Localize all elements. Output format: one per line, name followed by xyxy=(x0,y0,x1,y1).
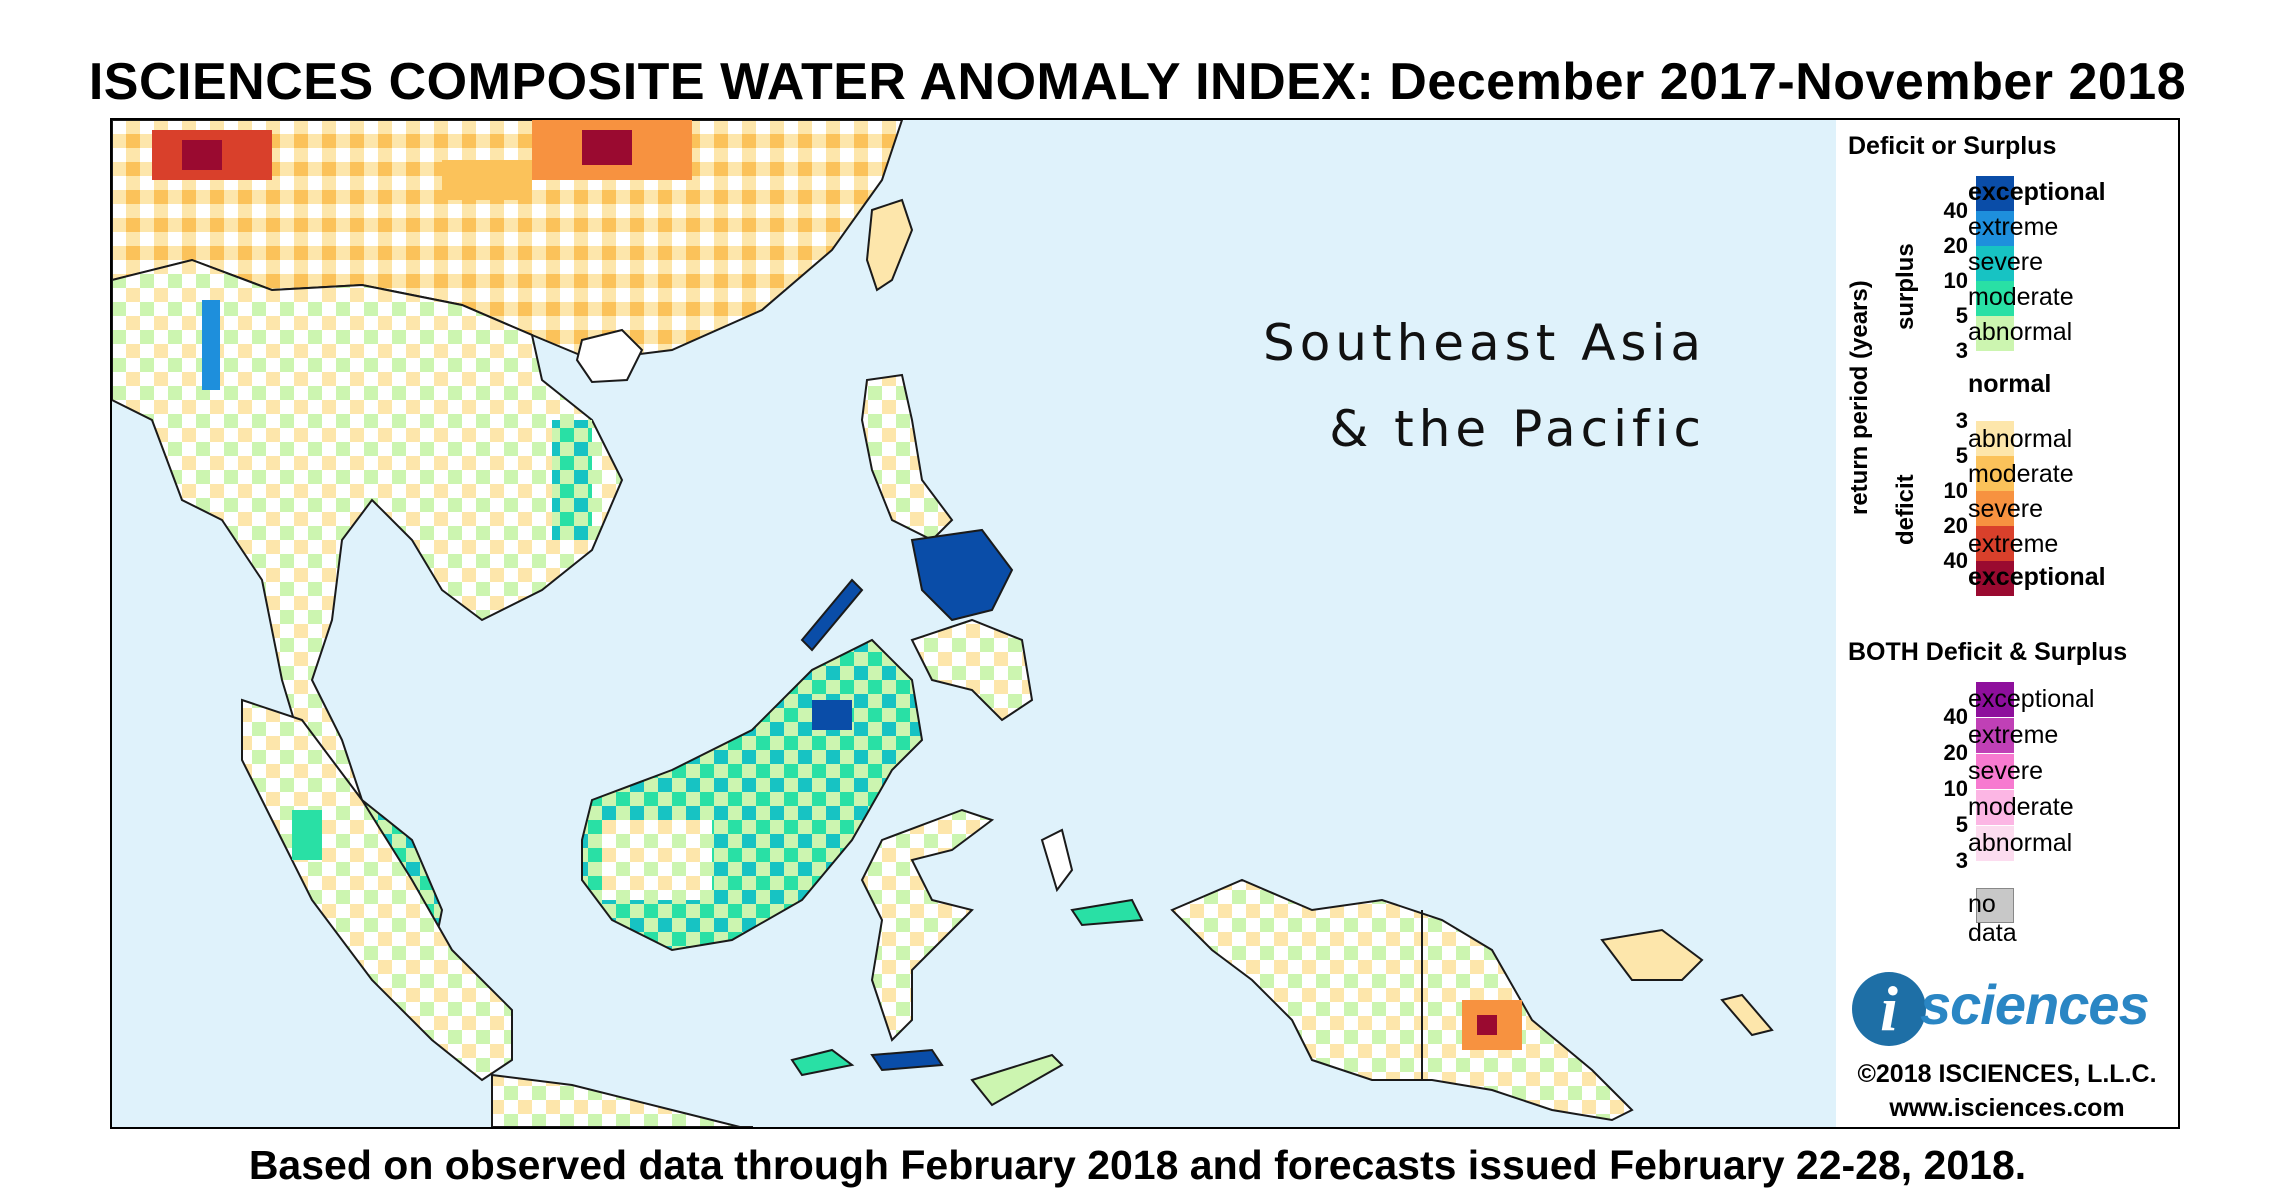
legend-swatch-no-data xyxy=(1976,888,2014,923)
legend-label-normal: normal xyxy=(1968,370,2052,398)
footer-note: Based on observed data through February … xyxy=(248,1142,2027,1188)
legend-label-deficit-abnormal: abnormal xyxy=(1968,425,2073,453)
legend-label-surplus-abnormal: abnormal xyxy=(1968,318,2073,346)
region-label-line1: Southeast Asia xyxy=(1262,314,1706,372)
hainan-island xyxy=(575,328,644,384)
legend-swatch-surplus-severe xyxy=(1976,246,2014,281)
sunda-island-2 xyxy=(870,1048,944,1072)
legend-tick-surplus-5: 5 xyxy=(1955,303,1968,328)
sumatra-surplus xyxy=(292,810,322,860)
legend-tick-both-10: 10 xyxy=(1943,776,1968,801)
moluccas-island-2 xyxy=(1040,828,1074,893)
legend-tick-deficit-40: 40 xyxy=(1943,548,1968,573)
legend-tick-deficit-20: 20 xyxy=(1943,513,1968,538)
legend-swatch-both-moderate xyxy=(1976,790,2014,825)
copyright-text: ©2018 ISCIENCES, L.L.C. xyxy=(1857,1060,2157,1088)
legend-tick-both-5: 5 xyxy=(1955,812,1968,837)
sumatra-island xyxy=(241,698,513,1082)
legend-label-surplus-extreme: extreme xyxy=(1968,213,2059,241)
legend-swatch-both-severe xyxy=(1976,754,2014,789)
legend-tick-deficit-5: 5 xyxy=(1955,443,1968,468)
legend-label-deficit-severe: severe xyxy=(1968,495,2044,523)
legend-deficit-label: deficit xyxy=(1892,474,1919,545)
visayas-islands xyxy=(910,528,1014,622)
map-svg xyxy=(112,120,1774,1127)
isciences-logo-text: sciences xyxy=(1920,973,2150,1036)
legend-label-surplus-moderate: moderate xyxy=(1968,283,2074,311)
legend-label-deficit-exceptional: exceptional xyxy=(1968,563,2106,591)
legend-both-title: BOTH Deficit & Surplus xyxy=(1848,638,2128,666)
legend-tick-surplus-10: 10 xyxy=(1943,268,1968,293)
legend-label-deficit-extreme: extreme xyxy=(1968,530,2059,558)
china-severe-patch xyxy=(442,160,532,200)
new-guinea-island xyxy=(1170,878,1634,1122)
legend-label-both-moderate: moderate xyxy=(1968,793,2074,821)
legend-swatch-normal xyxy=(1976,351,2014,421)
china-hotspot-east-core xyxy=(582,130,632,165)
legend-tick-surplus-3: 3 xyxy=(1955,338,1968,363)
legend-swatch-deficit-exceptional xyxy=(1976,561,2014,596)
indochina-land xyxy=(112,258,624,843)
mindanao-island xyxy=(910,618,1034,722)
sulawesi-island xyxy=(860,808,995,1042)
png-deficit-core xyxy=(1477,1015,1497,1035)
legend-label-deficit-moderate: moderate xyxy=(1968,460,2074,488)
legend-axis-label: return period (years) xyxy=(1846,280,1873,515)
legend-swatch-both-exceptional xyxy=(1976,682,2014,717)
legend-label-surplus-severe: severe xyxy=(1968,248,2044,276)
sunda-island-1 xyxy=(790,1048,855,1077)
legend-swatch-deficit-abnormal xyxy=(1976,421,2014,456)
legend-label-both-abnormal: abnormal xyxy=(1968,829,2073,857)
isciences-logo-icon: i xyxy=(1852,972,1926,1046)
vietnam-coast-surplus xyxy=(552,420,592,540)
sunda-island-3 xyxy=(970,1053,1064,1107)
palawan-island xyxy=(800,578,864,652)
legend-swatch-surplus-moderate xyxy=(1976,281,2014,316)
bismarck-islands xyxy=(1600,928,1704,981)
legend-swatch-deficit-severe xyxy=(1976,491,2014,526)
region-label-line2: & the Pacific xyxy=(1329,400,1706,458)
java-island xyxy=(491,1073,753,1127)
borneo-north-exceptional xyxy=(812,700,852,730)
legend-surplus-label: surplus xyxy=(1892,243,1919,330)
map-frame: Southeast Asia & the Pacific Deficit or … xyxy=(110,118,2180,1129)
legend-swatch-both-extreme xyxy=(1976,718,2014,753)
china-hotspot-west-core xyxy=(182,140,222,170)
website-link[interactable]: www.isciences.com xyxy=(1889,1094,2125,1122)
borneo-island xyxy=(581,638,924,952)
legend-tick-surplus-20: 20 xyxy=(1943,233,1968,258)
region-label: Southeast Asia & the Pacific xyxy=(1263,300,1706,472)
legend-deficit-surplus-title: Deficit or Surplus xyxy=(1848,132,2057,160)
legend-label-both-extreme: extreme xyxy=(1968,721,2059,749)
legend-swatch-surplus-extreme xyxy=(1976,211,2014,246)
map-title: ISCIENCES COMPOSITE WATER ANOMALY INDEX:… xyxy=(88,53,2187,111)
legend-swatch-deficit-extreme xyxy=(1976,526,2014,561)
myanmar-surplus xyxy=(202,300,220,390)
legend-label-both-exceptional: exceptional xyxy=(1968,685,2095,713)
moluccas-island-1 xyxy=(1070,898,1144,927)
map-area: Southeast Asia & the Pacific xyxy=(112,120,1836,1127)
legend-tick-both-3: 3 xyxy=(1955,848,1968,873)
borneo-west-normal xyxy=(602,820,712,900)
legend-swatch-deficit-moderate xyxy=(1976,456,2014,491)
taiwan-island xyxy=(865,198,914,292)
legend-swatch-surplus-exceptional xyxy=(1976,176,2014,211)
legend-swatch-surplus-abnormal xyxy=(1976,316,2014,351)
legend-label-no-data: no data xyxy=(1968,890,2017,947)
legend-tick-both-40: 40 xyxy=(1943,704,1968,729)
legend-tick-deficit-10: 10 xyxy=(1943,478,1968,503)
legend-tick-surplus-40: 40 xyxy=(1943,198,1968,223)
legend-label-surplus-exceptional: exceptional xyxy=(1968,178,2106,206)
solomon-island xyxy=(1720,993,1774,1037)
legend-swatch-both-abnormal xyxy=(1976,826,2014,861)
legend-tick-deficit-3: 3 xyxy=(1955,408,1968,433)
legend-panel: Deficit or Surplus return period (years)… xyxy=(1836,120,2178,1127)
legend-tick-both-20: 20 xyxy=(1943,740,1968,765)
legend-label-both-severe: severe xyxy=(1968,757,2044,785)
luzon-island xyxy=(860,373,954,542)
